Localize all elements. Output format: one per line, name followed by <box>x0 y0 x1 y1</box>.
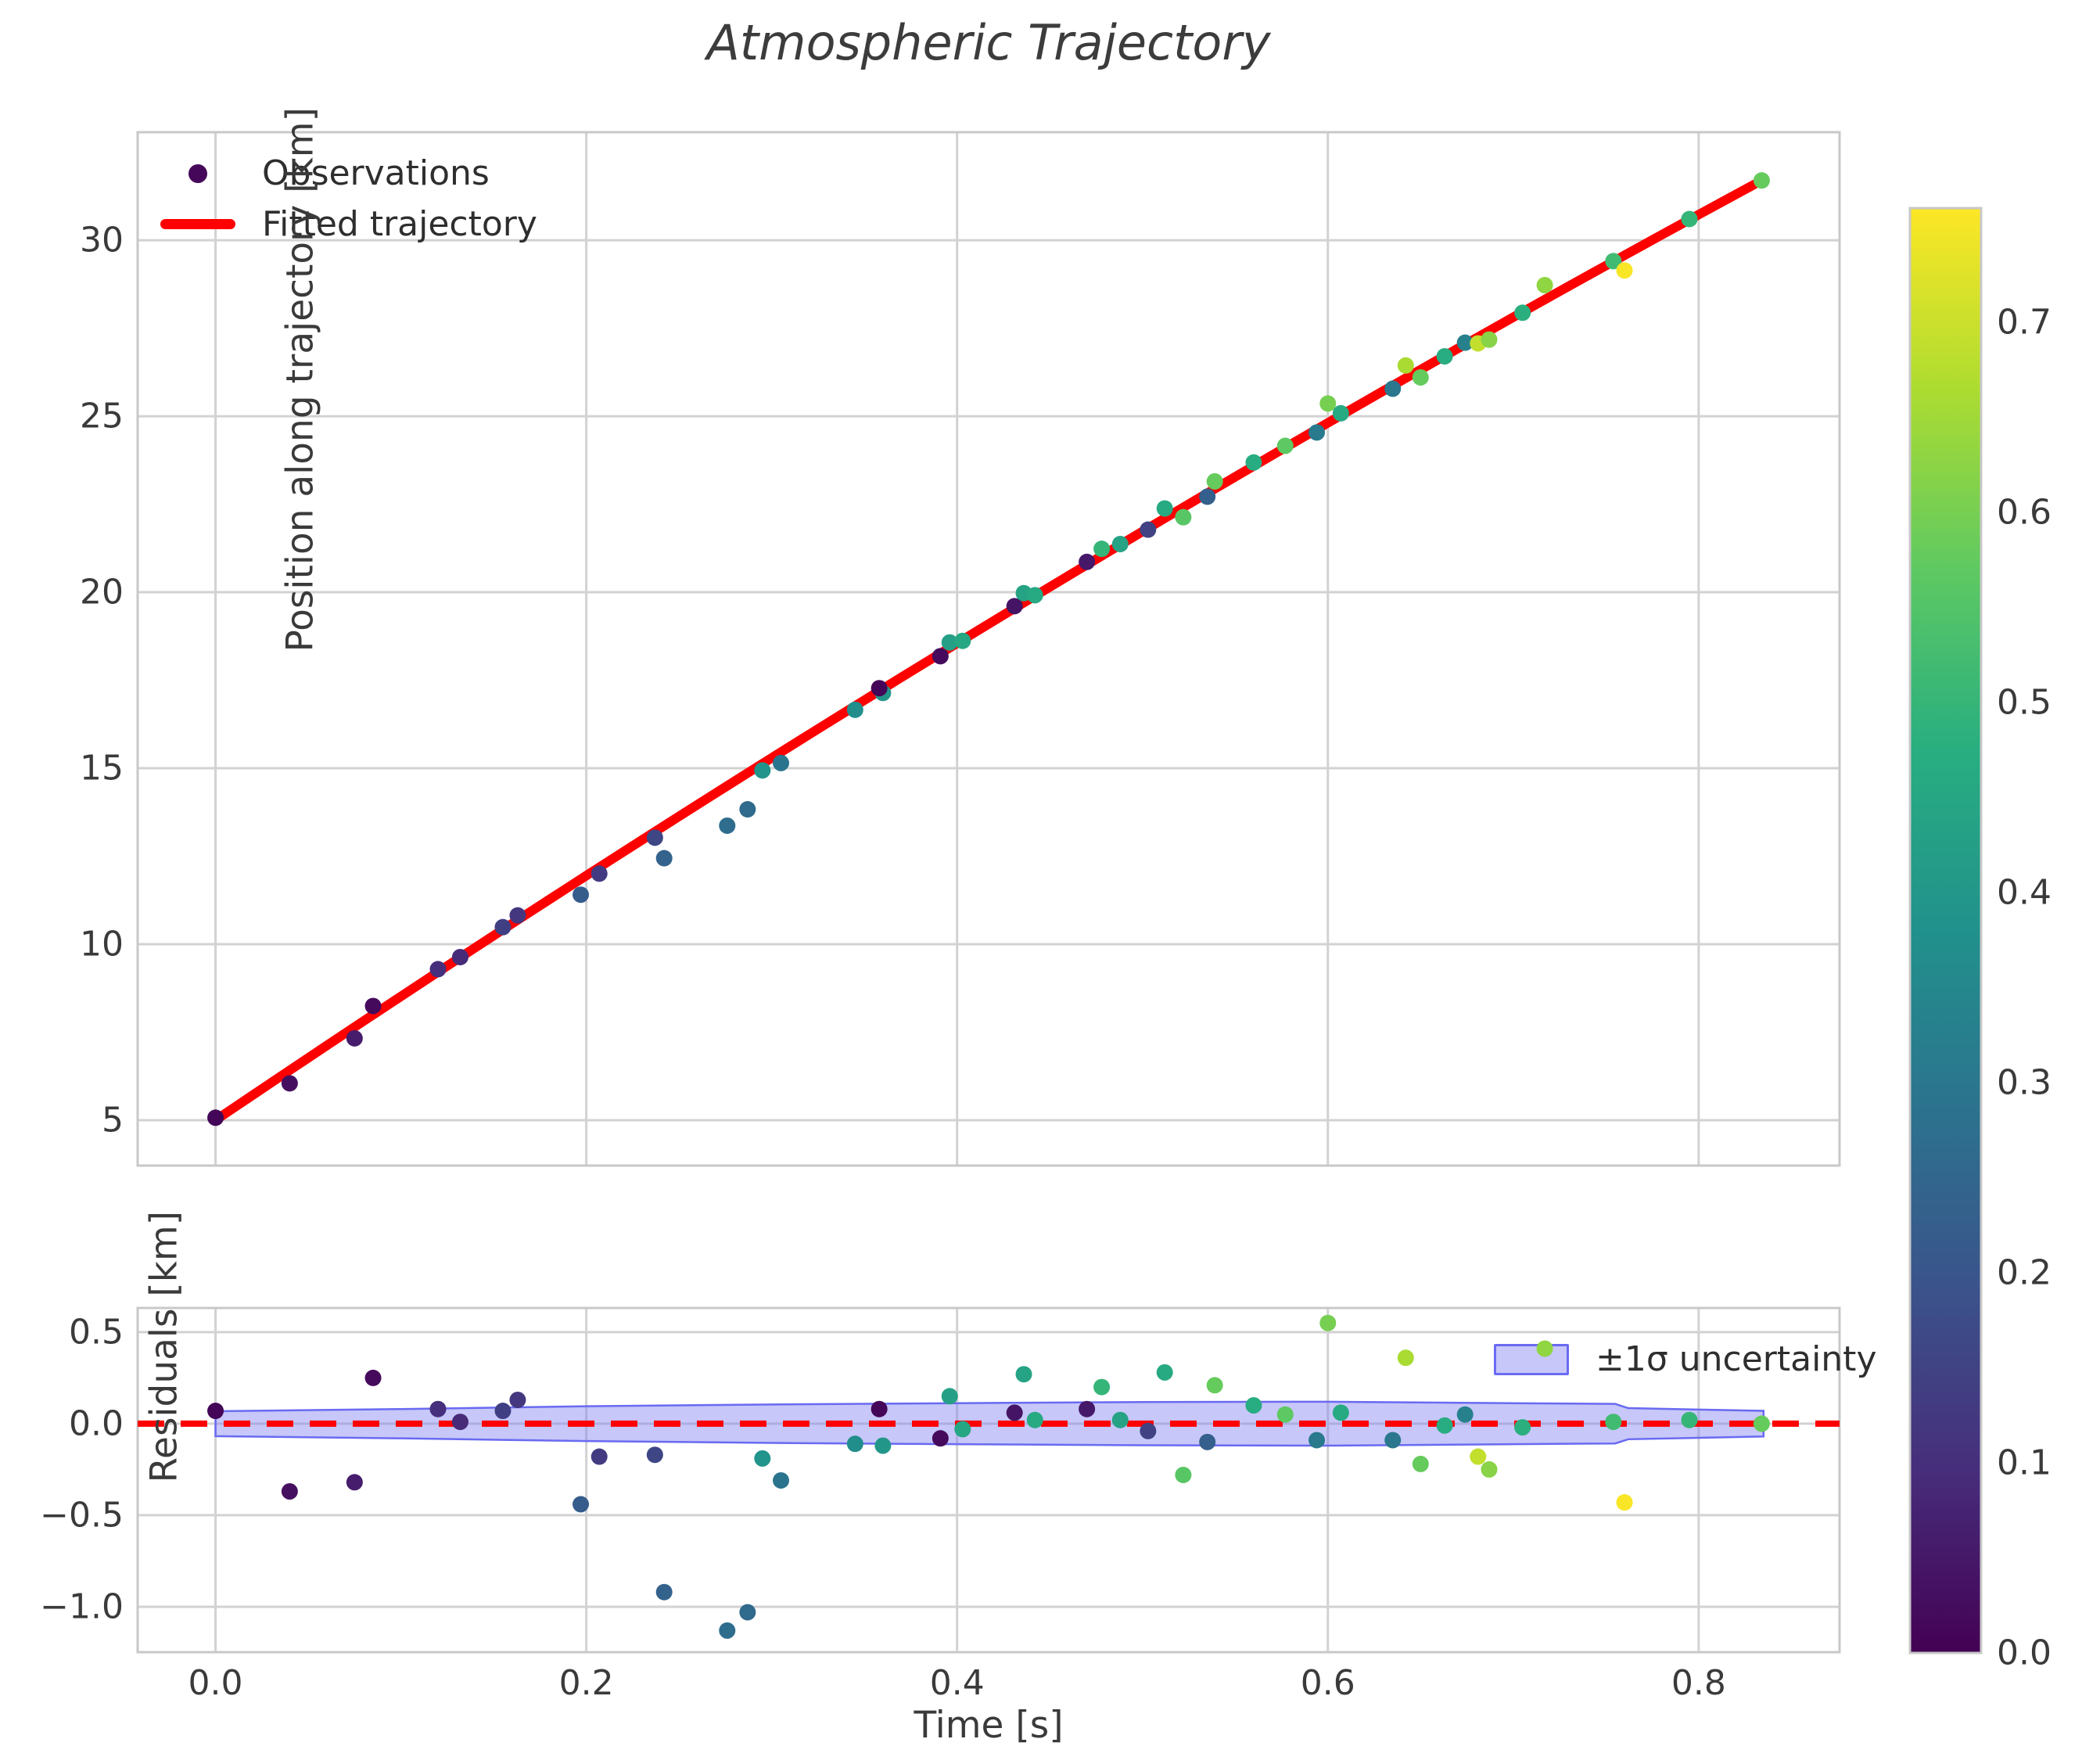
colorbar-tick-label: 0.6 <box>1997 492 2052 533</box>
x-tick-label: 0.2 <box>558 1663 614 1703</box>
legend-item-observations: Observations <box>160 153 537 193</box>
colorbar-tick-label: 0.7 <box>1997 302 2052 343</box>
legend-item-band: ±1σ uncertainty <box>1494 1339 1876 1379</box>
main-y-tick-label: 25 <box>80 396 124 437</box>
x-tick-label: 0.8 <box>1671 1663 1726 1703</box>
main-y-tick-label: 20 <box>80 572 124 613</box>
observations-marker-icon <box>188 163 207 183</box>
residual-y-axis-label: Residuals [km] <box>142 1210 186 1483</box>
main-y-axis-label: Position along trajectory [km] <box>278 107 322 652</box>
colorbar-label: Time [s] <box>2096 781 2100 932</box>
main-y-tick-label: 30 <box>80 220 124 260</box>
residual-y-tick-label: 0.0 <box>69 1403 124 1444</box>
colorbar-tick-label: 0.4 <box>1997 872 2052 913</box>
uncertainty-band <box>214 1400 1765 1447</box>
axes-spine <box>136 131 1841 1167</box>
residual-legend: ±1σ uncertainty <box>1494 1339 1876 1379</box>
residual-y-tick-label: −0.5 <box>40 1495 124 1536</box>
uncertainty-band-icon <box>1494 1343 1569 1375</box>
main-y-tick-label: 15 <box>80 748 124 789</box>
colorbar-tick-label: 0.1 <box>1997 1443 2052 1483</box>
main-y-tick-label: 10 <box>80 924 124 965</box>
axes-spine <box>136 1306 1841 1654</box>
chart-title: Atmospheric Trajectory <box>706 14 1271 71</box>
fitted-trajectory-line <box>210 179 1759 1125</box>
colorbar <box>1908 207 1983 1655</box>
colorbar-tick-label: 0.2 <box>1997 1252 2052 1293</box>
main-y-tick-label: 5 <box>102 1100 124 1141</box>
colorbar-tick-label: 0.5 <box>1997 682 2052 723</box>
x-axis-label: Time [s] <box>914 1704 1064 1747</box>
fitted-line-icon <box>160 219 235 229</box>
residual-y-tick-label: −1.0 <box>40 1586 124 1627</box>
main-legend: Observations Fitted trajectory <box>160 153 537 244</box>
legend-fitted-label: Fitted trajectory <box>262 204 537 244</box>
x-tick-label: 0.0 <box>188 1663 243 1703</box>
x-tick-label: 0.6 <box>1300 1663 1355 1703</box>
legend-item-fitted: Fitted trajectory <box>160 204 537 244</box>
colorbar-tick-label: 0.0 <box>1997 1633 2052 1673</box>
legend-band-label: ±1σ uncertainty <box>1596 1339 1877 1379</box>
x-tick-label: 0.4 <box>929 1663 985 1703</box>
residual-y-tick-label: 0.5 <box>69 1312 124 1353</box>
colorbar-tick-label: 0.3 <box>1997 1062 2052 1103</box>
legend-observations-label: Observations <box>262 153 490 193</box>
